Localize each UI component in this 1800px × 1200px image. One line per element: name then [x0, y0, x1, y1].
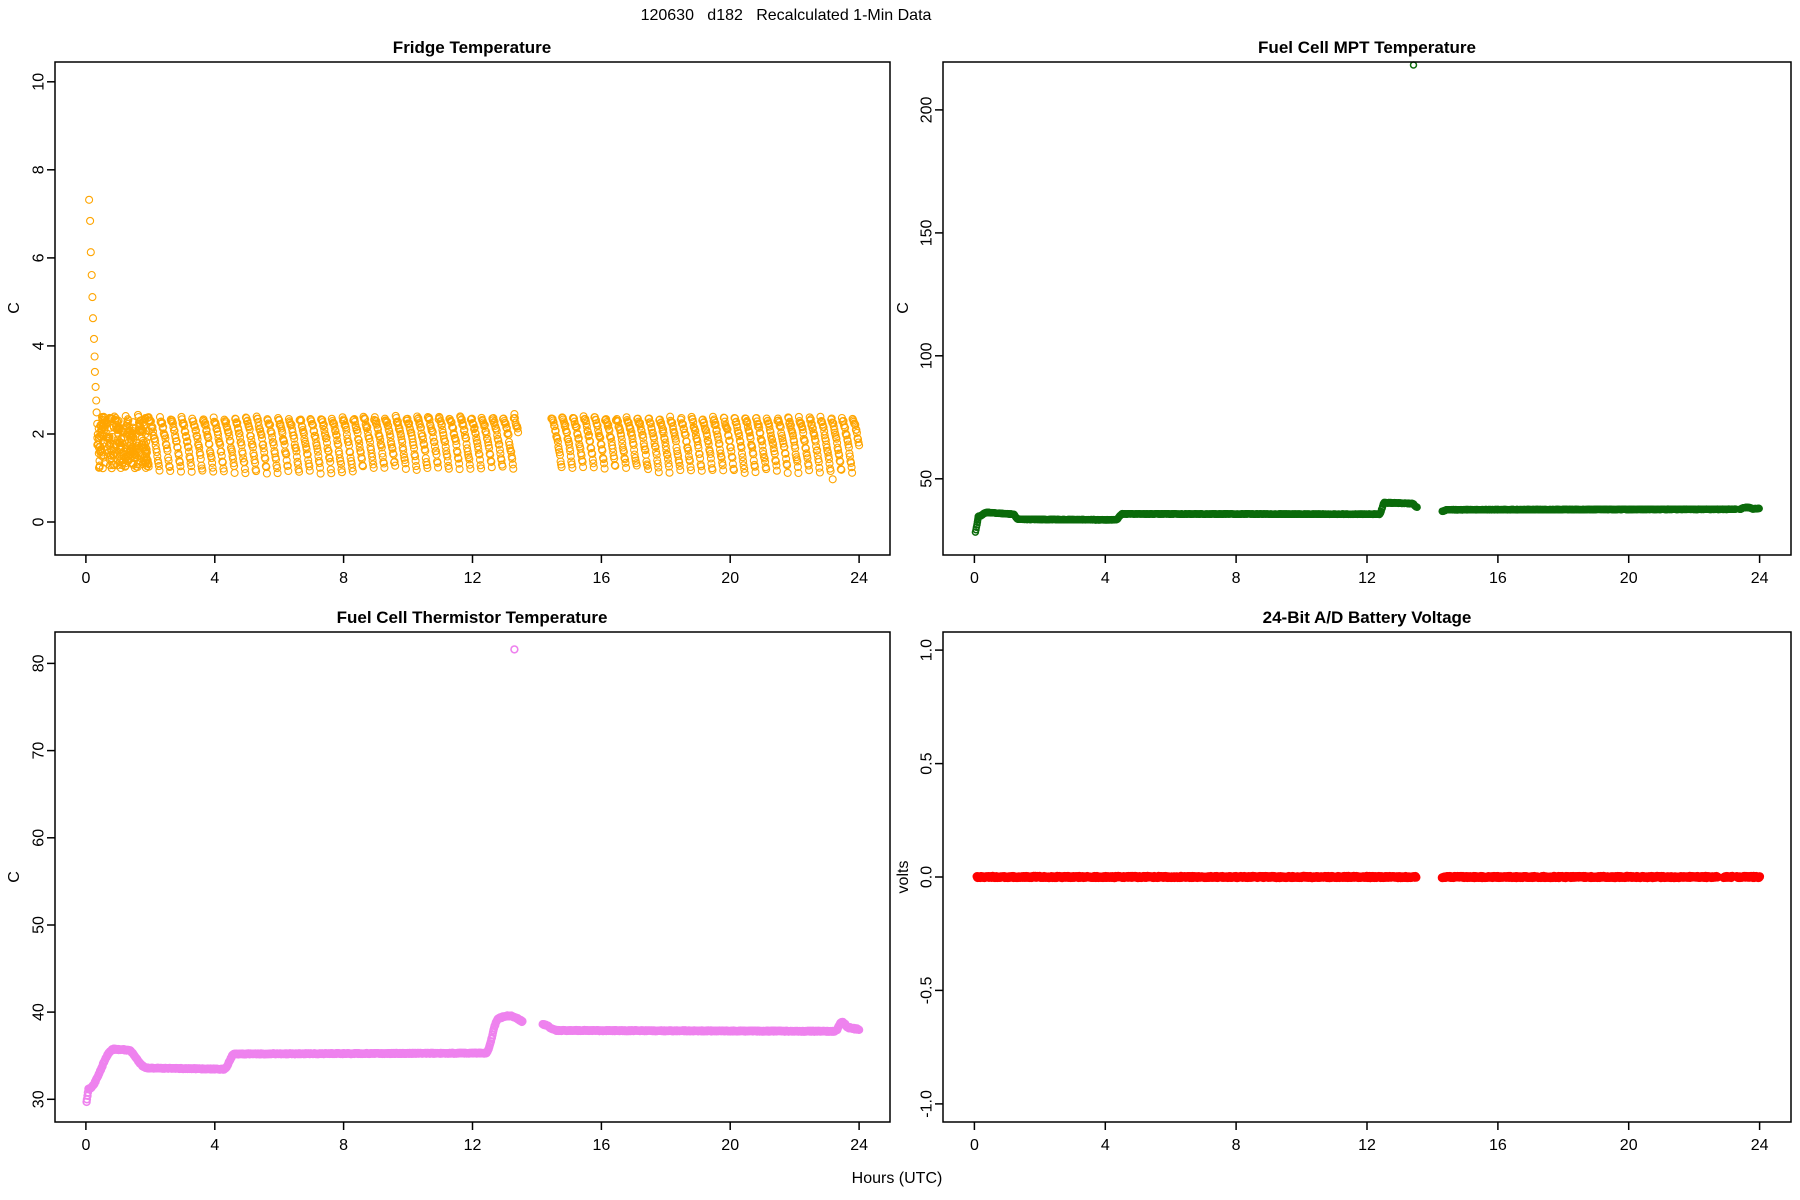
svg-text:4: 4 — [31, 341, 48, 350]
plot-title-fridge-temperature: Fridge Temperature — [392, 38, 552, 57]
axes-fuel-cell-thermistor-temperature — [47, 631, 891, 1130]
svg-text:30: 30 — [31, 1090, 48, 1108]
points-battery-voltage — [972, 871, 1765, 883]
svg-text:8: 8 — [1232, 570, 1241, 587]
svg-text:8: 8 — [339, 570, 348, 587]
points-fuel-cell-mpt-temperature — [971, 61, 1763, 536]
plot-title-battery-voltage: 24-Bit A/D Battery Voltage — [1262, 608, 1472, 627]
svg-text:40: 40 — [31, 1003, 48, 1021]
svg-text:150: 150 — [919, 219, 936, 246]
svg-text:4: 4 — [210, 1137, 219, 1154]
svg-text:24: 24 — [1751, 570, 1769, 587]
points-fuel-cell-thermistor-temperature — [82, 645, 864, 1107]
svg-text:16: 16 — [1489, 570, 1507, 587]
plot-title-fuel-cell-thermistor-temperature: Fuel Cell Thermistor Temperature — [336, 608, 608, 627]
svg-text:24: 24 — [850, 1137, 868, 1154]
svg-text:0: 0 — [970, 570, 979, 587]
tick-labels-fuel-cell-thermistor-temperature: 0 4 8 12 16 20 24 30 40 50 60 70 80 — [31, 654, 869, 1154]
panel-fuel-cell-mpt-temperature: 0 4 8 12 16 20 24 50 100 150 200 — [919, 61, 1792, 587]
figure-title: 120630 d182 Recalculated 1-Min Data — [640, 7, 932, 24]
svg-text:50: 50 — [31, 916, 48, 934]
y-axis-label-battery-voltage: volts — [895, 860, 912, 894]
svg-text:60: 60 — [31, 829, 48, 847]
svg-text:70: 70 — [31, 742, 48, 760]
svg-text:0: 0 — [81, 570, 90, 587]
axes-battery-voltage — [935, 631, 1792, 1130]
svg-text:16: 16 — [593, 1137, 611, 1154]
panel-fuel-cell-thermistor-temperature: 0 4 8 12 16 20 24 30 40 50 60 70 80 — [31, 631, 891, 1154]
svg-text:10: 10 — [31, 73, 48, 91]
svg-text:8: 8 — [31, 165, 48, 174]
svg-text:0: 0 — [81, 1137, 90, 1154]
svg-text:12: 12 — [464, 1137, 482, 1154]
svg-text:6: 6 — [31, 253, 48, 262]
x-axis-label: Hours (UTC) — [851, 1170, 943, 1187]
svg-text:20: 20 — [721, 1137, 739, 1154]
plot-title-fuel-cell-mpt-temperature: Fuel Cell MPT Temperature — [1258, 38, 1476, 57]
svg-text:2: 2 — [31, 429, 48, 438]
tick-labels-battery-voltage: 0 4 8 12 16 20 24-1.0-0.50.00.51.0 — [919, 639, 1769, 1154]
svg-text:12: 12 — [1358, 570, 1376, 587]
svg-text:0: 0 — [31, 517, 48, 526]
svg-text:24: 24 — [850, 570, 868, 587]
svg-text:80: 80 — [31, 654, 48, 672]
axes-fridge-temperature — [47, 61, 891, 563]
tick-labels-fuel-cell-mpt-temperature: 0 4 8 12 16 20 24 50 100 150 200 — [919, 96, 1769, 587]
svg-text:4: 4 — [1101, 570, 1110, 587]
panel-battery-voltage: 0 4 8 12 16 20 24-1.0-0.50.00.51.0 — [919, 631, 1792, 1154]
y-axis-label-fridge-temperature: C — [6, 302, 23, 314]
svg-text:4: 4 — [210, 570, 219, 587]
y-axis-label-fuel-cell-mpt-temperature: C — [895, 302, 912, 314]
svg-text:200: 200 — [919, 96, 936, 123]
svg-text:8: 8 — [339, 1137, 348, 1154]
svg-text:12: 12 — [464, 570, 482, 587]
svg-text:16: 16 — [593, 570, 611, 587]
points-fridge-temperature — [85, 195, 864, 484]
svg-text:20: 20 — [1620, 570, 1638, 587]
y-axis-label-fuel-cell-thermistor-temperature: C — [6, 871, 23, 883]
svg-text:50: 50 — [919, 470, 936, 488]
svg-text:20: 20 — [721, 570, 739, 587]
svg-text:100: 100 — [919, 342, 936, 369]
axes-fuel-cell-mpt-temperature — [935, 61, 1792, 563]
